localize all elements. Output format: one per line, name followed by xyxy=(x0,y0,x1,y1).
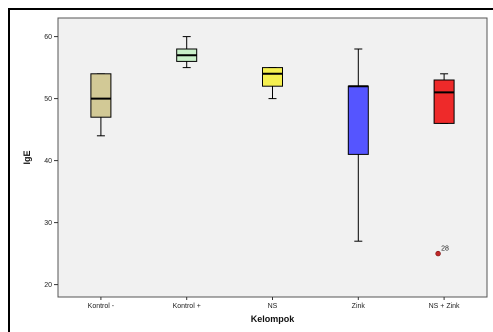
y-tick-label: 20 xyxy=(44,282,52,289)
y-tick-label: 40 xyxy=(44,158,52,165)
x-tick-label: NS xyxy=(268,303,278,310)
box xyxy=(262,67,283,87)
outlier-point xyxy=(435,250,441,257)
plot-area xyxy=(57,17,488,298)
y-axis-title: IgE xyxy=(22,150,32,164)
x-tick-label: Kontrol + xyxy=(173,303,201,310)
box xyxy=(347,85,369,155)
box xyxy=(433,79,455,124)
outlier-label: 28 xyxy=(441,246,449,253)
x-axis-title: Kelompok xyxy=(251,314,296,324)
x-tick-label: Kontrol - xyxy=(88,303,115,310)
y-tick-label: 50 xyxy=(44,96,52,103)
x-tick-label: NS + Zink xyxy=(429,303,460,310)
y-tick-label: 30 xyxy=(44,220,52,227)
box xyxy=(90,73,112,118)
x-tick-label: Zink xyxy=(352,303,366,310)
y-tick-label: 60 xyxy=(44,34,52,41)
